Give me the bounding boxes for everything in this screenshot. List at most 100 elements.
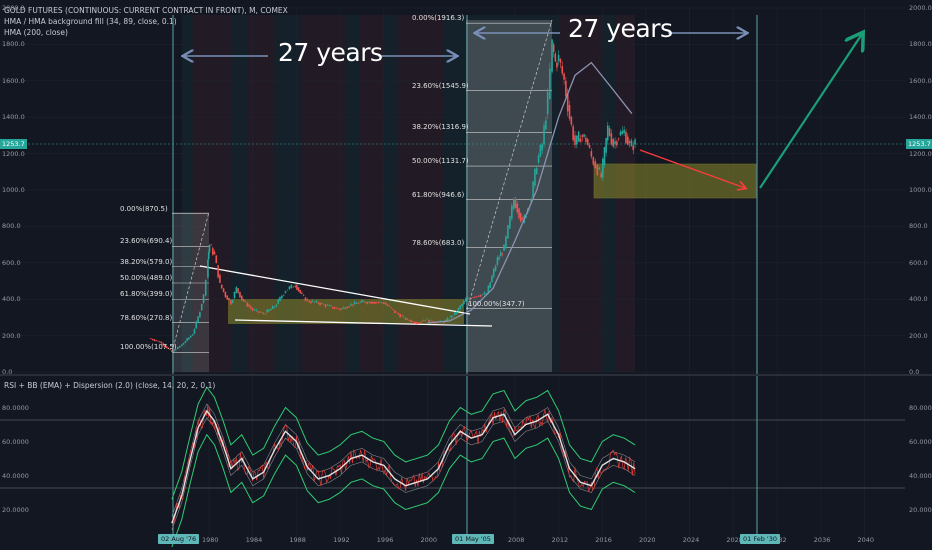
x-tick-3: 1992 [333, 536, 350, 544]
candle-body-132 [386, 304, 389, 306]
candle-body-12 [169, 349, 171, 350]
candle-body-257 [614, 141, 616, 145]
candle-body-199 [509, 215, 511, 229]
x-tick-6: 2008 [507, 536, 525, 544]
candle-body-139 [399, 314, 401, 318]
band-2 [230, 15, 248, 372]
candle-body-141 [403, 316, 405, 318]
candle-body-239 [581, 135, 584, 138]
legend-hma-200: HMA (200, close) [4, 28, 68, 37]
rsi-ema [171, 409, 636, 524]
candle-body-249 [600, 173, 603, 178]
candle-body-94 [317, 302, 320, 304]
band-8 [383, 15, 397, 372]
y-tick-right-10: 2000.0 [909, 4, 932, 12]
candle-body-149 [417, 322, 420, 324]
fib-diagonal-1976 [171, 211, 210, 353]
candle-body-154 [426, 318, 429, 320]
band-0 [181, 15, 193, 372]
candle-body-217 [541, 144, 544, 151]
candle-body-268 [634, 139, 636, 145]
candle-body-85 [301, 292, 303, 294]
candle-body-138 [397, 313, 400, 315]
candle-body-83 [297, 287, 300, 291]
candle-body-98 [324, 304, 327, 307]
candle-body-104 [335, 307, 338, 309]
candle-body-91 [311, 300, 314, 302]
candle-body-123 [370, 301, 372, 304]
fib-label-12: 78.60%(683.0) [412, 238, 465, 247]
candle-body-193 [498, 257, 500, 260]
candle-body-1 [149, 338, 152, 339]
x-mark-2030: 01 Feb '30 [740, 534, 780, 544]
candle-body-260 [619, 131, 622, 136]
fib-label-7: 0.00%(1916.3) [412, 14, 465, 23]
candle-body-11 [167, 347, 170, 349]
candle-body-185 [483, 292, 486, 295]
y-tick-right-4: 800.0 [909, 222, 928, 231]
candle-body-25 [193, 328, 196, 334]
candle-body-231 [566, 92, 569, 112]
candle-body-28 [199, 311, 201, 318]
rsi-bb-upper [171, 386, 636, 500]
candle-body-131 [384, 302, 387, 305]
candle-body-265 [628, 141, 631, 144]
candle-body-112 [350, 303, 352, 306]
hma-200-line [427, 61, 633, 324]
candle-body-216 [539, 144, 542, 157]
candle-body-42 [222, 288, 225, 292]
rsi-tick-right-2: 60.0000 [909, 437, 932, 446]
rsi-disp-upper [171, 403, 636, 517]
y-tick-right-3: 600.0 [909, 258, 928, 267]
candle-body-148 [415, 322, 418, 325]
candle-body-23 [189, 335, 192, 338]
candle-body-60 [255, 309, 258, 311]
candle-body-188 [489, 282, 491, 288]
candle-body-187 [487, 285, 490, 294]
candle-body-27 [197, 316, 199, 323]
candle-body-178 [470, 297, 472, 299]
candle-body-251 [603, 147, 606, 165]
candle-body-184 [481, 294, 484, 296]
candle-body-200 [511, 205, 513, 219]
x-mark-1976: 02 Aug '76 [158, 534, 200, 544]
candle-body-33 [207, 252, 210, 260]
candle-body-176 [466, 297, 469, 300]
candle-body-201 [513, 199, 515, 209]
candle-body-40 [219, 274, 221, 283]
candle-body-71 [275, 304, 278, 307]
candle-body-142 [404, 318, 407, 321]
x-tick-11: 2028 [726, 536, 743, 544]
candle-body-128 [379, 301, 381, 303]
candle-body-228 [561, 66, 564, 74]
candle-body-167 [450, 315, 452, 318]
rsi-tick-right-0: 20.0000 [909, 505, 932, 514]
candle-body-88 [306, 299, 309, 301]
candle-body-169 [454, 312, 456, 316]
candle-body-156 [430, 319, 432, 321]
candle-body-254 [608, 128, 611, 136]
candle-body-150 [419, 322, 421, 323]
candle-body-34 [208, 244, 211, 252]
fib-label-4: 61.80%(399.0) [120, 290, 173, 299]
candle-body-258 [616, 141, 618, 146]
candle-body-37 [213, 251, 216, 255]
candle-body-180 [474, 296, 476, 298]
y-tick-left-5: 1000.0 [2, 186, 25, 194]
candle-body-173 [461, 303, 463, 307]
x-tick-9: 2020 [639, 536, 656, 544]
candle-body-224 [554, 53, 557, 62]
candle-body-113 [352, 304, 354, 306]
candle-body-214 [535, 168, 538, 175]
fib-label-2: 38.20%(579.0) [120, 257, 173, 266]
fib-range-box-2005 [466, 20, 552, 372]
x-tick-4: 1996 [376, 536, 394, 544]
candle-body-177 [468, 298, 471, 299]
candle-body-96 [321, 303, 323, 304]
candle-body-143 [406, 318, 409, 320]
candle-body-256 [612, 139, 615, 147]
fib-label-1: 23.60%(690.4) [120, 237, 173, 246]
candle-body-250 [602, 158, 604, 178]
y-tick-left-8: 1600.0 [2, 76, 25, 85]
candle-body-73 [279, 296, 281, 302]
